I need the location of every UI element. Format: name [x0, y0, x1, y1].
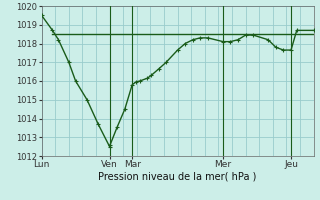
X-axis label: Pression niveau de la mer( hPa ): Pression niveau de la mer( hPa ) — [99, 172, 257, 182]
